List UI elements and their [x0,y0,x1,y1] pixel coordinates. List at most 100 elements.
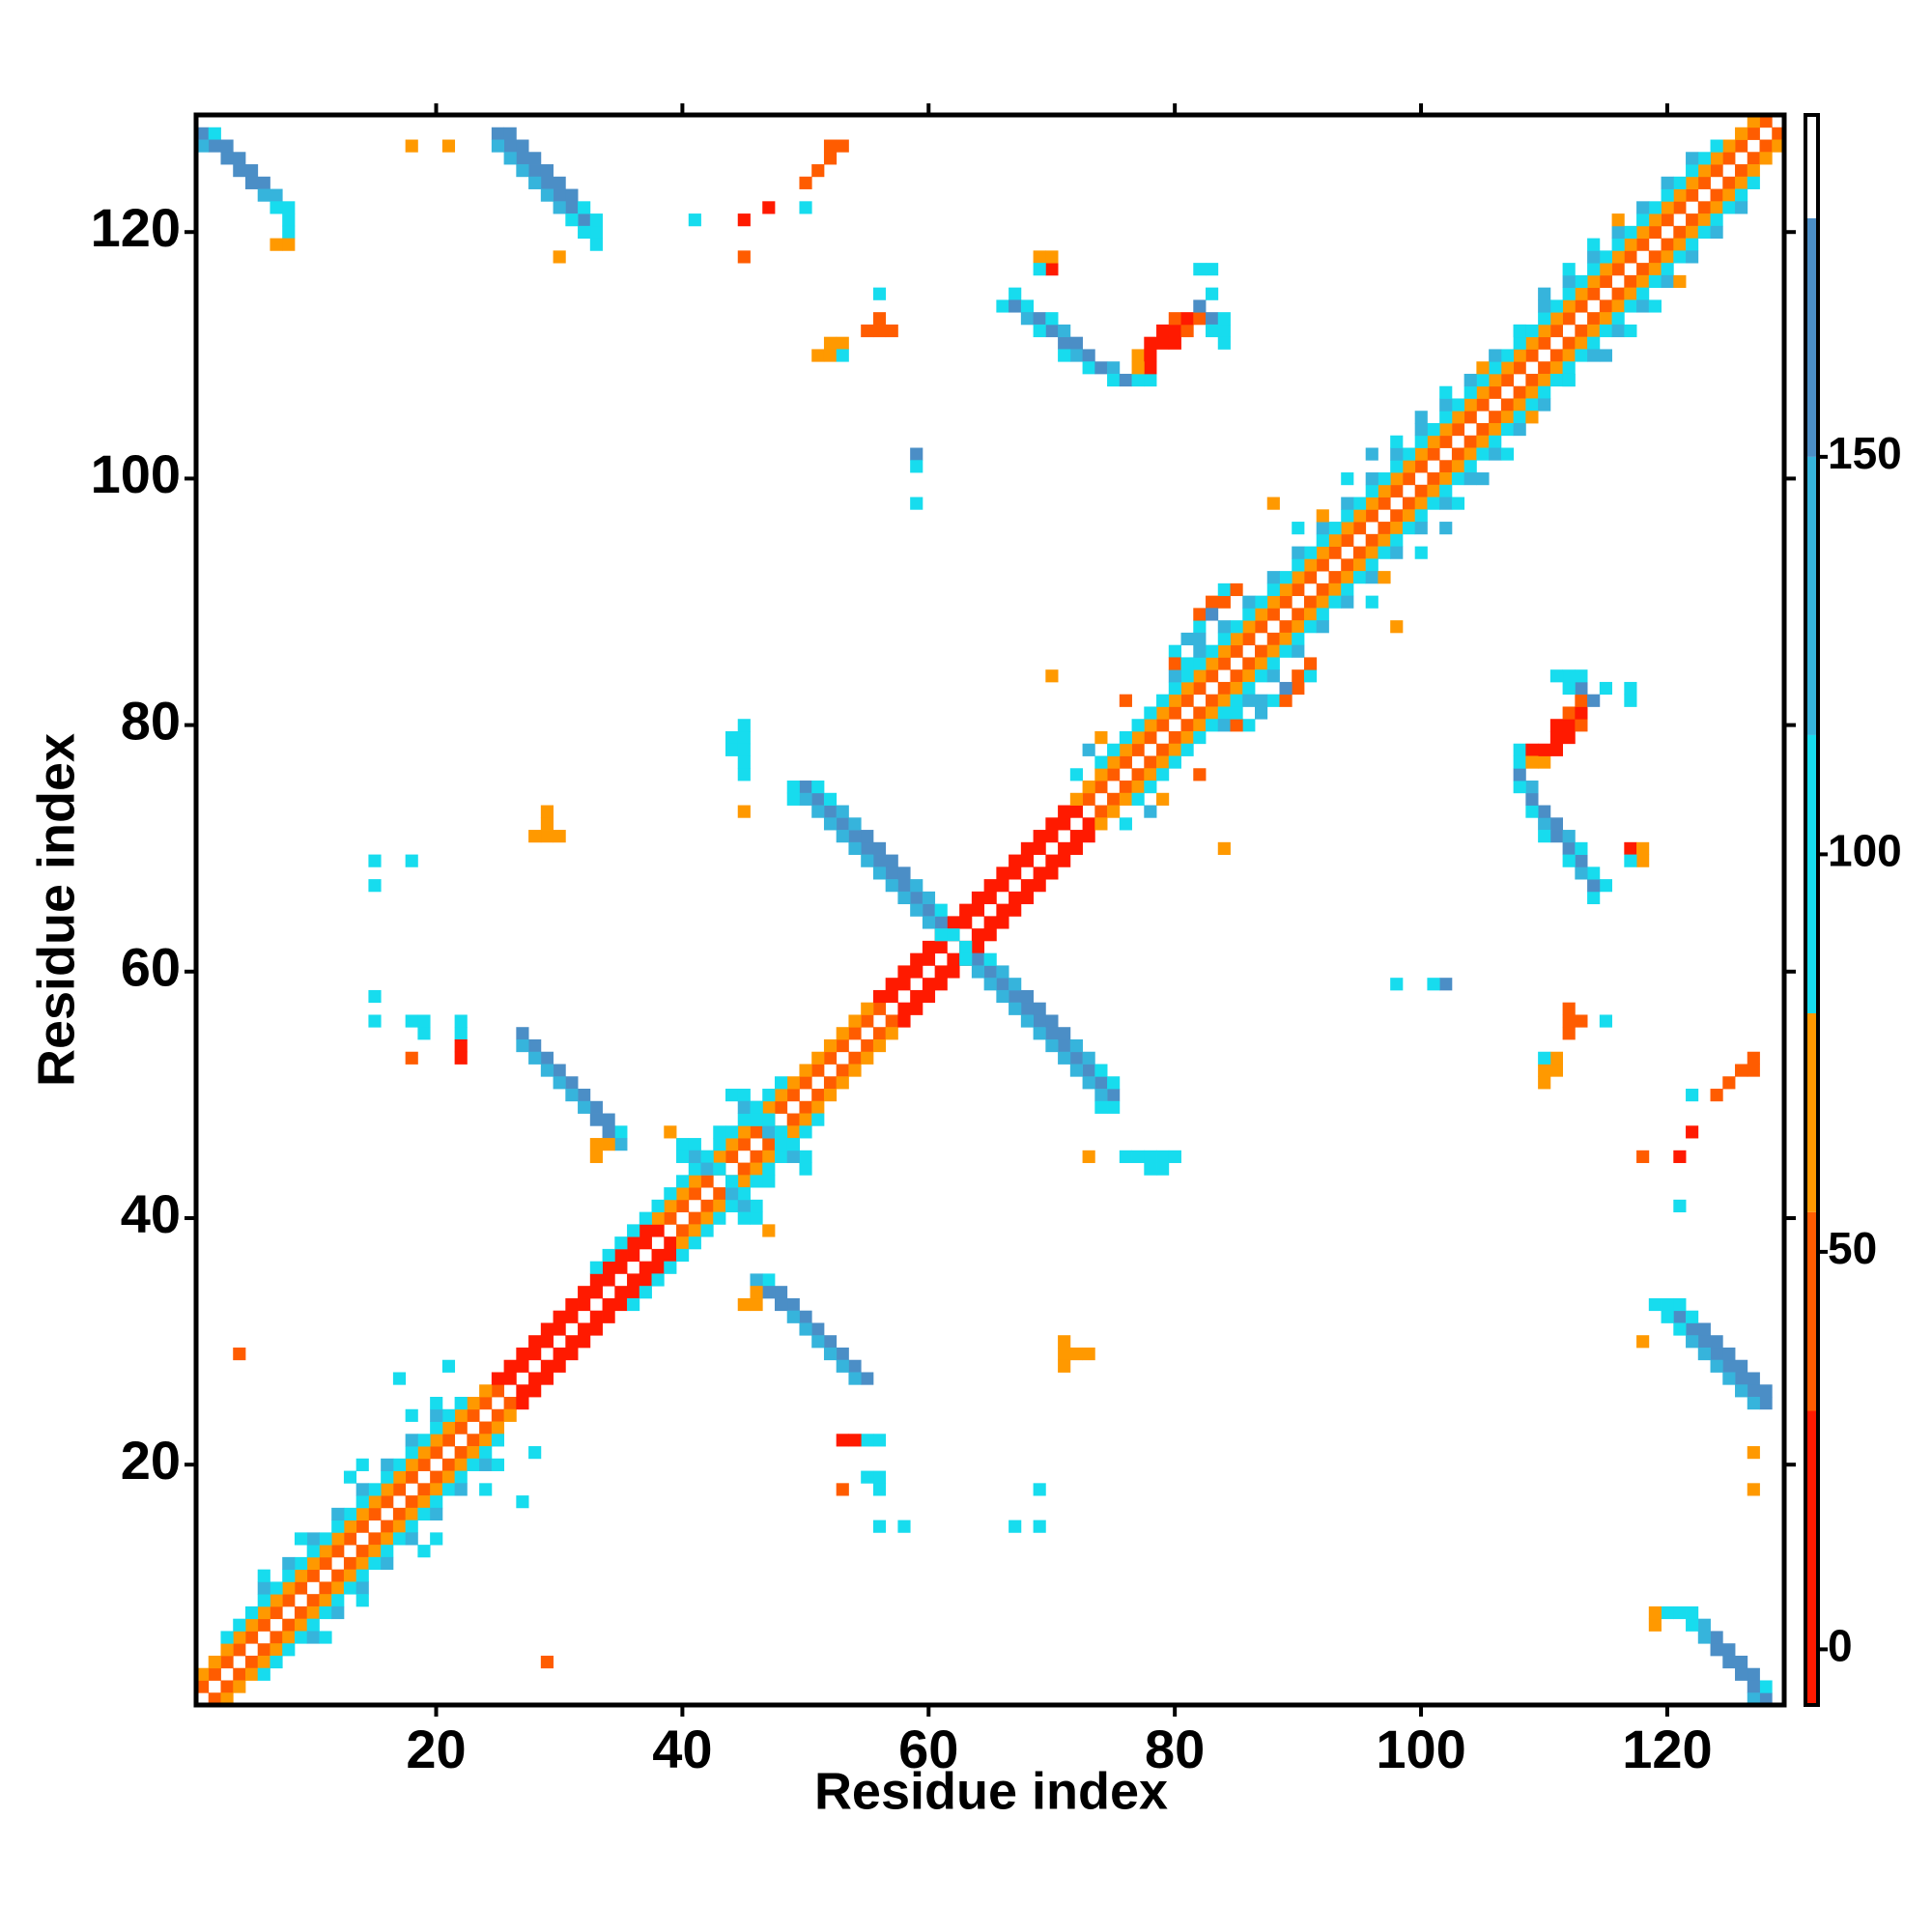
heatmap-cell [1144,805,1157,818]
heatmap-cell [1599,250,1612,264]
heatmap-cell [392,1483,407,1496]
heatmap-cell [885,879,898,893]
heatmap-cell [1673,1297,1687,1312]
heatmap-cell [1230,582,1243,597]
heatmap-cell [786,1113,800,1126]
heatmap-cell [1686,1310,1699,1323]
heatmap-cell [1082,781,1095,794]
heatmap-cell [713,1125,726,1139]
heatmap-cell [1144,361,1157,375]
heatmap-cell [910,952,923,966]
heatmap-cell [1402,497,1416,510]
heatmap-cell [1463,385,1477,399]
heatmap-cell [700,1199,714,1213]
heatmap-cell [1735,1359,1748,1373]
heatmap-cell [1414,522,1428,535]
heatmap-cell [355,1458,369,1471]
heatmap-cell [1587,287,1601,300]
heatmap-cell [1365,533,1378,547]
heatmap-cell [319,1605,332,1620]
heatmap-cell [1747,1483,1760,1496]
heatmap-cell [1562,263,1576,276]
heatmap-cell [1144,706,1157,720]
heatmap-cell [1045,854,1059,867]
heatmap-cell [737,730,751,745]
heatmap-cell [1131,781,1145,794]
heatmap-cell [1427,447,1440,461]
heatmap-cell [368,1556,382,1571]
heatmap-cell [405,1014,418,1028]
heatmap-cell [1686,152,1699,165]
heatmap-cell [1624,694,1637,707]
heatmap-cell [1402,522,1416,535]
heatmap-cell [516,1347,529,1361]
heatmap-cell [454,1038,468,1053]
heatmap-cell [1673,250,1687,264]
heatmap-cell [467,1458,480,1471]
heatmap-cell [430,1470,443,1484]
heatmap-cell [355,1495,369,1509]
heatmap-cell [1193,706,1207,720]
heatmap-cell [1427,497,1440,510]
heatmap-cell [823,1038,838,1053]
heatmap-cell [430,1421,443,1435]
heatmap-cell [417,1495,431,1509]
heatmap-cell [688,1162,701,1176]
heatmap-cell [233,1631,246,1644]
heatmap-cell [750,1199,763,1213]
heatmap-cell [750,1150,763,1163]
heatmap-cell [1352,571,1367,584]
heatmap-cell [1451,422,1465,437]
heatmap-cell [1549,324,1564,338]
heatmap-cell [1538,817,1551,831]
heatmap-cell [1747,1680,1760,1693]
heatmap-cell [306,1605,320,1620]
heatmap-cell [983,916,997,929]
heatmap-cell [1266,694,1280,707]
heatmap-cell [1255,657,1268,670]
heatmap-cell [811,349,825,362]
heatmap-cell [1180,632,1194,646]
heatmap-cell [1020,891,1035,905]
heatmap-cell [1525,755,1539,769]
heatmap-cell [1069,792,1083,806]
heatmap-cell [392,1532,407,1546]
heatmap-cell [1119,694,1132,707]
heatmap-cell [1451,447,1465,461]
heatmap-cell [1341,509,1354,523]
heatmap-cell [454,1470,468,1484]
heatmap-cell [1525,805,1539,818]
heatmap-cell [1206,644,1219,658]
heatmap-cell [454,1014,468,1028]
heatmap-cell [1624,238,1637,251]
heatmap-cell [1180,312,1194,326]
heatmap-cell [491,1384,505,1398]
heatmap-cell [503,1397,517,1410]
heatmap-cell [1538,743,1551,756]
heatmap-cell [1636,1335,1650,1349]
heatmap-cell [196,1680,210,1693]
heatmap-cell [282,1631,296,1644]
heatmap-cell [1599,312,1612,326]
heatmap-cell [1082,830,1095,843]
heatmap-cell [343,1569,357,1582]
heatmap-cell [282,1643,296,1657]
heatmap-cell [565,1076,579,1090]
heatmap-cell [823,1089,838,1102]
heatmap-cell [762,1125,776,1139]
heatmap-cell [282,1581,296,1595]
heatmap-cell [1575,719,1588,732]
heatmap-cell [1217,312,1231,326]
heatmap-cell [1279,582,1293,597]
heatmap-cell [1538,385,1551,399]
heatmap-cell [1303,558,1318,572]
heatmap-cell [996,916,1009,929]
heatmap-cell [910,879,923,893]
heatmap-cell [1722,1655,1736,1669]
heatmap-cell [1562,287,1576,300]
heatmap-cell [1069,1064,1083,1077]
heatmap-cell [1058,336,1071,350]
heatmap-cell [257,1643,270,1657]
heatmap-cell [823,349,838,362]
heatmap-cell [257,188,270,202]
